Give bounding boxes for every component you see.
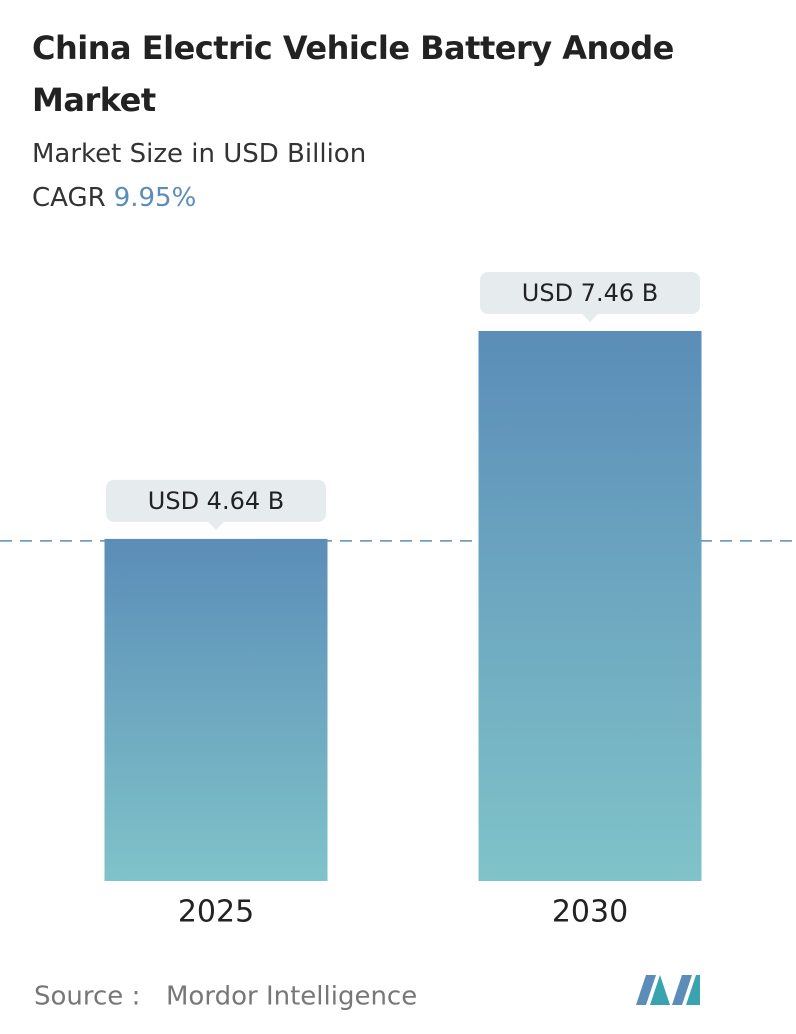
- header: China Electric Vehicle Battery Anode Mar…: [32, 22, 752, 222]
- cagr-value: 9.95%: [113, 183, 197, 213]
- source-label: Source :: [34, 982, 140, 1012]
- callout-pointer: [582, 314, 598, 322]
- data-label: USD 4.64 B: [148, 487, 284, 515]
- callout-pointer: [208, 521, 224, 530]
- cagr: CAGR 9.95%: [32, 174, 752, 222]
- bar: [104, 538, 328, 881]
- chart-subtitle: Market Size in USD Billion: [32, 139, 367, 169]
- callout-box: [480, 272, 700, 314]
- logo: [636, 975, 700, 1005]
- data-label: USD 7.46 B: [522, 279, 658, 307]
- cagr-label: CAGR: [32, 183, 106, 213]
- x-tick-label: 2030: [552, 895, 628, 930]
- bar: [478, 331, 702, 881]
- source: Mordor Intelligence: [166, 982, 417, 1012]
- callout-box: [106, 479, 326, 522]
- x-tick-label: 2025: [178, 895, 254, 930]
- chart-title: China Electric Vehicle Battery Anode Mar…: [32, 29, 674, 119]
